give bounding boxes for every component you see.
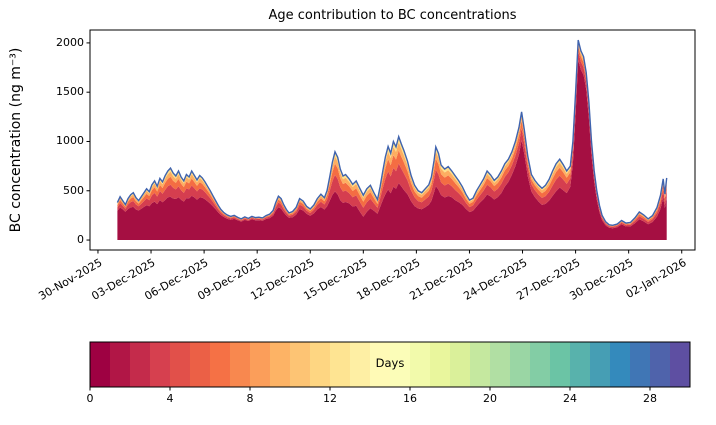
axes-spines <box>89 29 696 251</box>
y-axis-label: BC concentration (ng m⁻³) <box>8 47 24 233</box>
colorbar-tick-label: 0 <box>86 392 94 405</box>
area-layer-0 <box>117 60 667 240</box>
colorbar-tick-label: 28 <box>643 392 657 405</box>
y-tick-label: 1500 <box>56 85 84 99</box>
colorbar-label: Days <box>375 356 405 370</box>
colorbar-tick-label: 12 <box>323 392 337 405</box>
colorbar-outline <box>89 341 691 388</box>
y-tick-label: 1000 <box>56 134 84 148</box>
colorbar-tick-label: 24 <box>563 392 577 405</box>
y-tick-label: 500 <box>63 183 84 197</box>
y-tick-label: 2000 <box>56 35 84 49</box>
colorbar-tick-label: 16 <box>403 392 417 405</box>
total-envelope-line <box>116 39 668 227</box>
chart-title: Age contribution to BC concentrations <box>268 8 517 23</box>
colorbar-tick-label: 20 <box>483 392 497 405</box>
colorbar-tick-label: 4 <box>166 392 174 405</box>
colorbar-tick-label: 8 <box>246 392 254 405</box>
y-tick-label: 0 <box>77 233 84 247</box>
